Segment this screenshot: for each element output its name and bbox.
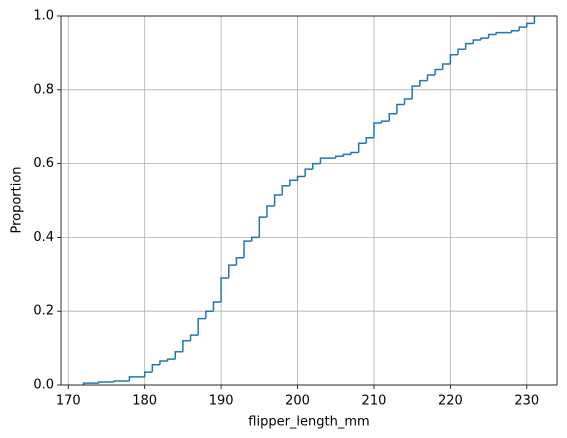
- x-tick-label: 230: [514, 394, 539, 409]
- x-axis-label: flipper_length_mm: [248, 415, 369, 430]
- ecdf-step: [159, 360, 168, 365]
- x-tick-label: 180: [132, 394, 157, 409]
- x-tick-label: 210: [362, 394, 387, 409]
- ecdf-step: [334, 155, 344, 159]
- ecdf-step: [457, 48, 466, 55]
- ecdf-step: [273, 194, 283, 207]
- ecdf-step: [174, 351, 183, 360]
- ecdf-step: [82, 382, 99, 385]
- y-tick-label: 0.6: [33, 156, 54, 171]
- ecdf-step: [98, 381, 115, 384]
- ecdf-step: [113, 380, 130, 383]
- ecdf-step: [250, 236, 260, 242]
- ecdf-step: [403, 98, 413, 105]
- ecdf-step: [220, 277, 229, 302]
- ecdf-step: [441, 63, 451, 70]
- ecdf-step: [480, 37, 489, 40]
- ecdf-step: [472, 39, 481, 44]
- y-tick-label: 0.8: [33, 82, 54, 97]
- y-tick-label: 0.0: [33, 378, 54, 393]
- ecdf-step: [319, 157, 336, 164]
- ecdf-step: [289, 179, 298, 186]
- ecdf-step: [189, 334, 199, 341]
- ecdf-step: [396, 103, 405, 114]
- plot-frame: [60, 15, 558, 386]
- ecdf-step: [388, 113, 397, 122]
- ecdf-step: [464, 42, 474, 50]
- ecdf-step: [350, 151, 359, 155]
- ecdf-step: [434, 68, 443, 76]
- ecdf-step: [304, 168, 313, 177]
- x-tick-label: 220: [438, 394, 463, 409]
- ecdf-step: [151, 363, 160, 373]
- ecdf-step: [342, 153, 352, 157]
- ecdf-step: [411, 85, 420, 100]
- x-tick-label: 190: [209, 394, 234, 409]
- ecdf-step: [281, 184, 290, 195]
- ecdf-step: [487, 33, 497, 39]
- ecdf-step: [243, 240, 252, 258]
- y-axis-label: Proportion: [10, 166, 25, 233]
- ecdf-step: [235, 256, 245, 266]
- ecdf-step: [312, 162, 321, 170]
- ecdf-step: [526, 22, 535, 28]
- ecdf-step: [143, 371, 153, 377]
- y-tick-label: 0.4: [33, 230, 54, 245]
- y-tick-label: 0.2: [33, 304, 54, 319]
- ecdf-step: [128, 376, 145, 381]
- x-tick-label: 170: [56, 394, 81, 409]
- ecdf-step: [166, 358, 176, 362]
- ecdf-step: [365, 137, 374, 144]
- ecdf-step: [205, 310, 214, 319]
- y-tick-label: 1.0: [33, 9, 54, 24]
- ecdf-step: [212, 301, 222, 312]
- ecdf-step: [228, 264, 237, 278]
- ecdf-step: [357, 142, 367, 153]
- ecdf-step: [518, 26, 527, 31]
- ecdf-step: [373, 122, 382, 138]
- ecdf-step: [182, 339, 191, 352]
- ecdf-step: [197, 317, 206, 336]
- ecdf-step: [380, 120, 390, 124]
- ecdf-step: [510, 30, 520, 33]
- ecdf-step: [449, 53, 459, 64]
- ecdf-step: [495, 31, 512, 35]
- ecdf-step: [258, 216, 267, 238]
- ecdf-step: [419, 79, 428, 87]
- x-tick-label: 200: [285, 394, 310, 409]
- ecdf-step: [426, 74, 436, 81]
- ecdf-step: [266, 205, 275, 218]
- ecdf-step: [296, 175, 306, 181]
